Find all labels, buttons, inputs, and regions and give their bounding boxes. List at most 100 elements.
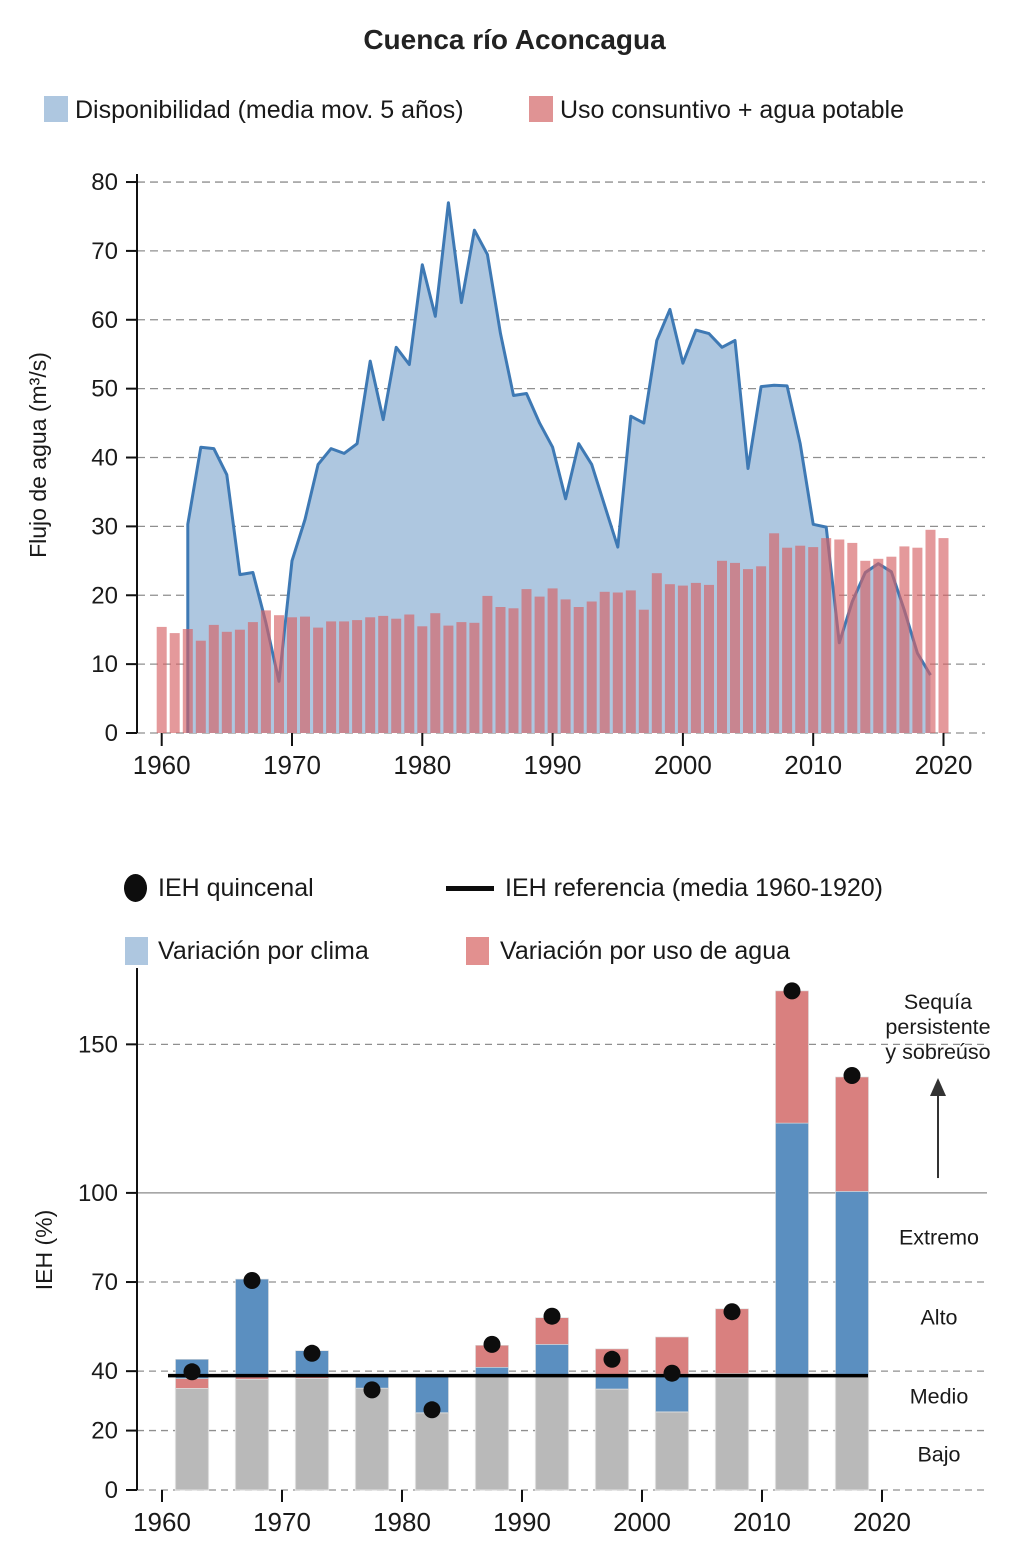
ieh-bar-2017 — [834, 1076, 870, 1491]
ieh-segment-gray-1992 — [534, 1375, 570, 1491]
ieh-reference-line-icon — [446, 886, 494, 891]
usage-bar-1982 — [443, 625, 454, 733]
ieh-bar-1992 — [534, 1317, 570, 1491]
usage-bar-2020 — [938, 538, 949, 733]
usage-bar-1963 — [195, 640, 206, 733]
flow-x-tick-label-1960: 1960 — [133, 750, 191, 780]
usage-bar-2008 — [782, 547, 793, 733]
ieh-dots — [183, 982, 861, 1419]
usage-bar-1993 — [586, 601, 597, 733]
usage-bar-2014 — [860, 560, 871, 733]
ieh-segment-blue-1997 — [595, 1376, 629, 1390]
usage-bar-1968 — [260, 610, 271, 733]
ieh-x-tick-label-1970: 1970 — [253, 1507, 311, 1537]
annotation-arrow-head-icon — [930, 1078, 946, 1097]
usage-bar-1985 — [482, 595, 493, 733]
usage-bar-1998 — [651, 573, 662, 733]
usage-bar-1964 — [208, 624, 219, 733]
usage-bar-1989 — [534, 596, 545, 733]
ieh-x-tick-label-2020: 2020 — [853, 1507, 911, 1537]
usage-bar-1977 — [378, 615, 389, 733]
flow-x-tick-label-1980: 1980 — [393, 750, 451, 780]
usage-bar-2002 — [704, 584, 714, 733]
flow-y-tick-label-70: 70 — [91, 238, 118, 265]
flow-y-tick-label-60: 60 — [91, 307, 118, 334]
clima-swatch — [125, 937, 148, 965]
usage-bar-2001 — [690, 582, 701, 733]
usage-bar-1960 — [156, 626, 167, 733]
usage-bar-1969 — [274, 615, 284, 733]
usage-bars — [156, 529, 949, 733]
usage-legend-label: Uso consuntivo + agua potable — [560, 96, 904, 124]
ieh-y-tick-label-100: 100 — [78, 1180, 118, 1207]
flow-y-tick-label-20: 20 — [91, 582, 118, 609]
ieh-segment-blue-1967 — [235, 1278, 269, 1377]
flow-y-axis-label: Flujo de agua (m³/s) — [25, 352, 51, 558]
ieh-axes: 0 20 40 70 100 150 1960 1970 1980 1990 2000 2010 202… — [78, 968, 911, 1537]
ieh-bar-1977 — [354, 1375, 390, 1491]
flow-x-tick-label-2010: 2010 — [784, 750, 842, 780]
usage-bar-1973 — [326, 621, 337, 733]
ieh-segment-gray-1962 — [174, 1387, 210, 1491]
usage-bar-1996 — [625, 590, 636, 733]
flow-y-tick-label-40: 40 — [91, 445, 118, 472]
ieh-dot-1977 — [363, 1381, 381, 1399]
usage-bar-1980 — [417, 626, 428, 733]
usage-swatch — [529, 96, 553, 122]
usage-bar-2016 — [886, 556, 897, 733]
usage-bar-2006 — [756, 566, 767, 733]
ieh-x-tick-label-2000: 2000 — [613, 1507, 671, 1537]
ieh-segment-blue-1982 — [415, 1375, 449, 1413]
ieh-dot-1967 — [243, 1272, 261, 1289]
ieh-dot-2002 — [663, 1364, 681, 1382]
ieh-bar-1987 — [474, 1345, 510, 1491]
uso-swatch — [466, 937, 489, 965]
usage-bar-1987 — [508, 608, 519, 733]
ieh-dot-1987 — [483, 1335, 501, 1353]
flow-chart: 0 10 20 30 40 50 60 70 80 1960 1970 1980 1990 2000 201… — [25, 169, 985, 780]
ieh-y-axis-label: IEH (%) — [31, 1210, 57, 1291]
usage-bar-1976 — [365, 617, 376, 733]
ieh-bars — [174, 990, 870, 1491]
usage-bar-2015 — [873, 558, 884, 733]
usage-bar-1991 — [560, 599, 571, 733]
ieh-dot-1972 — [303, 1344, 321, 1362]
annotation-line-0: Sequía — [904, 990, 972, 1014]
availability-legend-label: Disponibilidad (media mov. 5 años) — [75, 96, 464, 124]
flow-x-tick-label-1990: 1990 — [524, 750, 582, 780]
flow-legend: Disponibilidad (media mov. 5 años) Uso c… — [0, 92, 1029, 128]
usage-bar-1975 — [352, 620, 363, 733]
flow-y-tick-label-10: 10 — [91, 651, 118, 678]
availability-swatch — [44, 96, 68, 122]
ieh-x-tick-label-2010: 2010 — [733, 1507, 791, 1537]
ieh-bar-1972 — [294, 1350, 330, 1491]
ieh-segment-gray-1967 — [234, 1378, 270, 1491]
flow-x-tick-label-2000: 2000 — [654, 750, 712, 780]
usage-bar-2010 — [808, 547, 819, 733]
usage-bar-1979 — [404, 614, 415, 733]
ieh-bar-1967 — [234, 1278, 270, 1491]
ieh-legend-row-2: Variación por clima Variación por uso de… — [0, 933, 1029, 969]
ieh-segment-gray-1987 — [474, 1374, 510, 1491]
availability-line — [186, 201, 932, 733]
usage-bar-1988 — [521, 589, 532, 733]
ieh-legend-row-1: IEH quincenal IEH referencia (media 1960… — [0, 870, 1029, 906]
usage-bar-1997 — [638, 609, 649, 733]
usage-bar-1990 — [547, 588, 558, 733]
ieh-segment-gray-1982 — [414, 1412, 450, 1491]
usage-bar-2000 — [677, 585, 688, 733]
usage-bar-2004 — [730, 562, 740, 733]
ieh-bar-1982 — [414, 1375, 450, 1491]
usage-bar-1962 — [182, 629, 193, 733]
ieh-segment-gray-1977 — [354, 1387, 390, 1491]
flow-y-tick-label-30: 30 — [91, 513, 118, 540]
ieh-segment-blue-2012 — [775, 1122, 809, 1376]
usage-bar-2009 — [795, 545, 806, 733]
ieh-segment-blue-2017 — [835, 1191, 869, 1376]
ieh-x-tick-label-1980: 1980 — [373, 1507, 431, 1537]
ieh-bar-2012 — [774, 990, 810, 1491]
usage-bar-1984 — [469, 622, 480, 733]
ieh-segment-red-2012 — [775, 990, 809, 1124]
usage-bar-1978 — [391, 618, 402, 733]
